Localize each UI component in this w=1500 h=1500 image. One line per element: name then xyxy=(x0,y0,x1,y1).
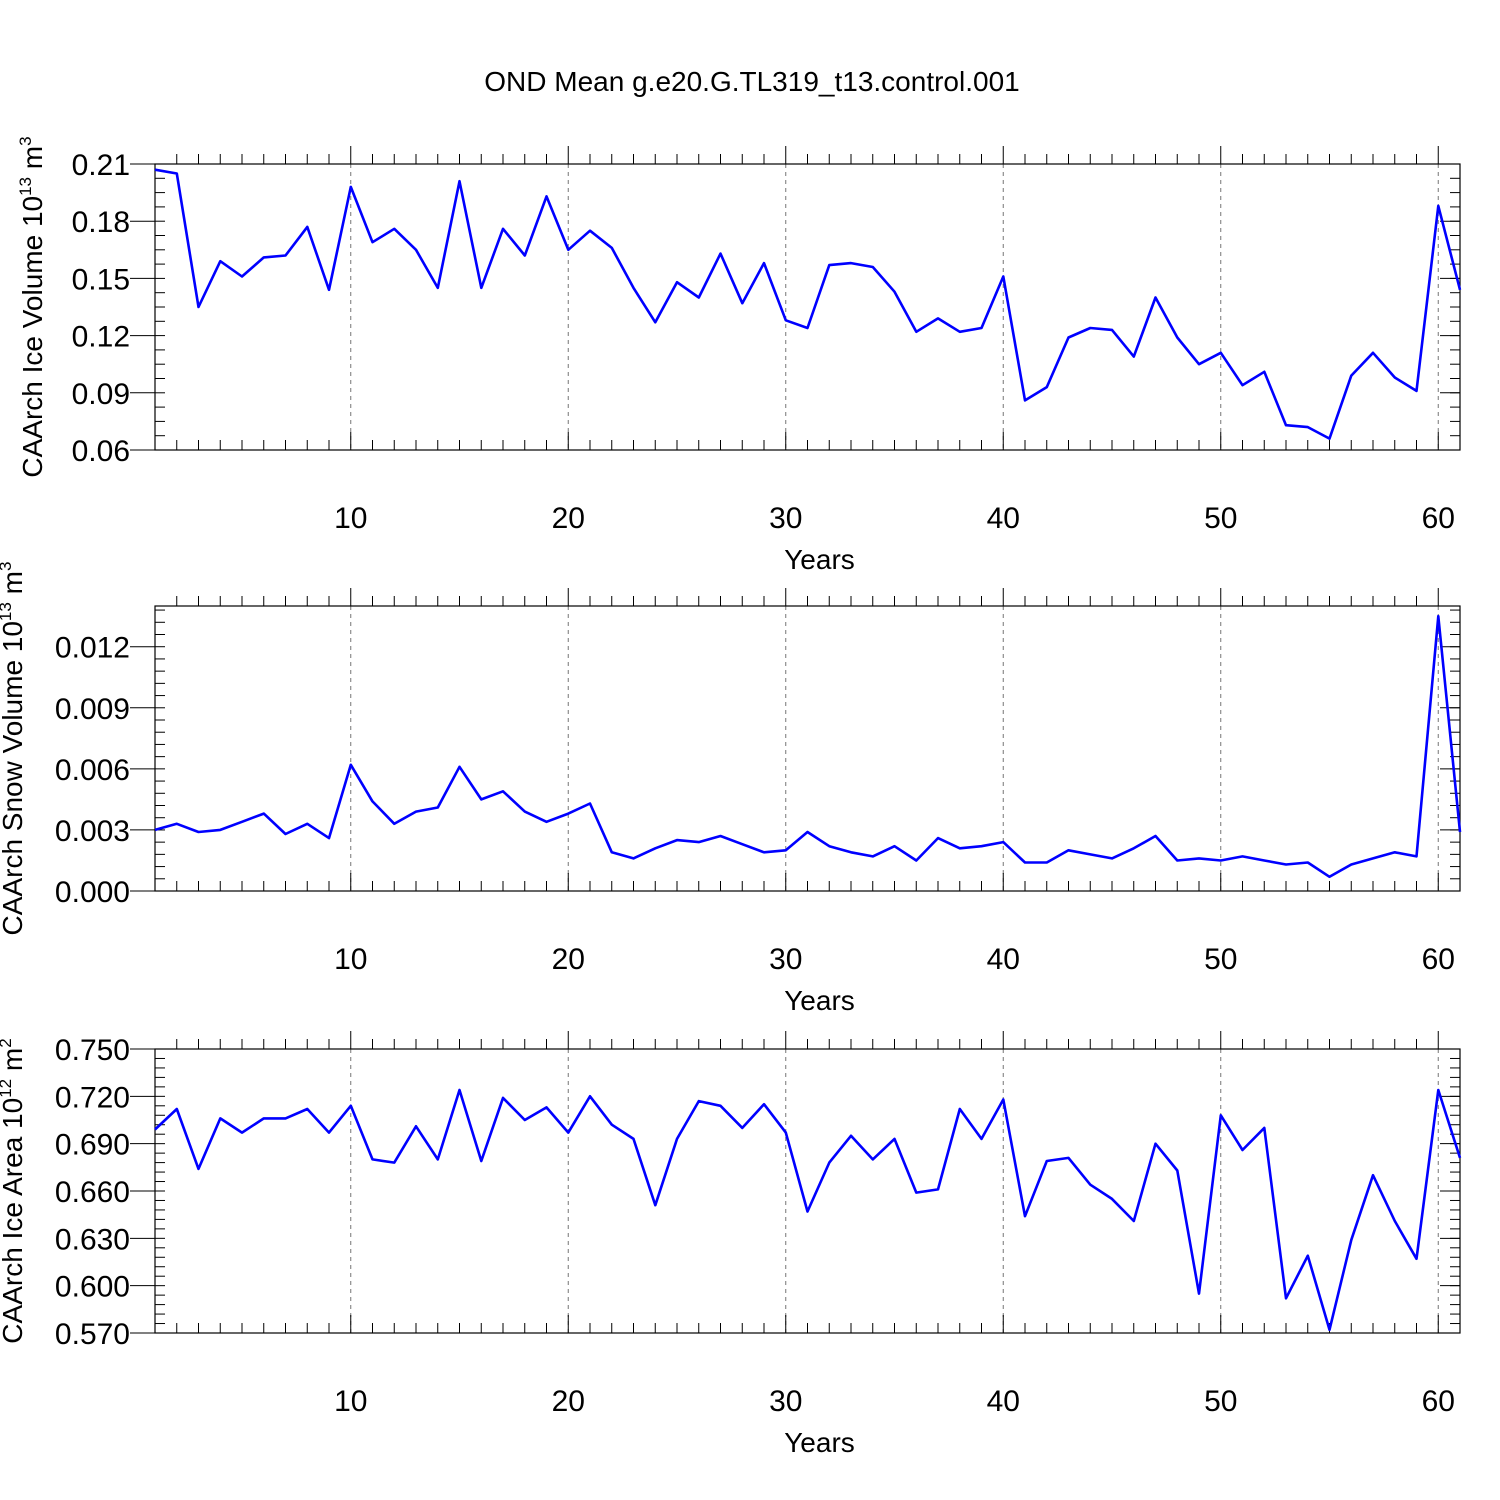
y-tick-label: 0.21 xyxy=(72,149,130,182)
x-tick-label: 50 xyxy=(1204,943,1237,976)
plot-frame xyxy=(154,605,1461,892)
x-tick-label: 30 xyxy=(769,943,802,976)
y-tick-label: 0.630 xyxy=(55,1223,130,1256)
y-axis-label-superscript: 13 xyxy=(16,177,35,196)
ice-area-series-line xyxy=(154,1088,1462,1332)
x-tick-label: 50 xyxy=(1204,502,1237,535)
y-axis-label-part: m xyxy=(0,571,28,602)
plot-frame xyxy=(154,163,1461,451)
ice-volume-panel: 10 20 30 40 50 60 Years 0.06 0.09 0.12 0.15 0.18 0.2… xyxy=(16,136,1462,575)
y-axis-label: CAArch Ice Area 1012 m2 xyxy=(0,1038,28,1343)
y-tick-label: 0.003 xyxy=(55,815,130,848)
y-tick-label: 0.18 xyxy=(72,206,130,239)
x-tick-label: 20 xyxy=(552,1385,585,1418)
y-axis-label-superscript: 13 xyxy=(0,602,15,621)
x-tick-label: 10 xyxy=(334,943,367,976)
x-tick-label: 10 xyxy=(334,1385,367,1418)
y-axis-label-part: CAArch Ice Area 10 xyxy=(0,1098,28,1344)
y-tick-label: 0.006 xyxy=(55,754,130,787)
y-tick-label: 0.720 xyxy=(55,1081,130,1114)
x-tick-label: 40 xyxy=(987,502,1020,535)
x-tick-label: 20 xyxy=(552,502,585,535)
x-tick-label: 40 xyxy=(987,1385,1020,1418)
x-axis-label: Years xyxy=(784,1427,855,1458)
ice-area-panel: 10 20 30 40 50 60 Years 0.570 0.600 0.630 0.660 0.6… xyxy=(0,1031,1462,1458)
y-tick-label: 0.660 xyxy=(55,1176,130,1209)
y-axis-label-part: m xyxy=(0,1048,28,1079)
y-tick-label: 0.009 xyxy=(55,693,130,726)
y-tick-label: 0.600 xyxy=(55,1271,130,1304)
chart-title: OND Mean g.e20.G.TL319_t13.control.001 xyxy=(484,66,1019,97)
x-tick-label: 60 xyxy=(1422,1385,1455,1418)
x-axis-label: Years xyxy=(784,544,855,575)
y-axis-label: CAArch Snow Volume 1013 m3 xyxy=(0,562,28,936)
x-tick-label: 60 xyxy=(1422,502,1455,535)
x-tick-label: 30 xyxy=(769,502,802,535)
y-tick-label: 0.000 xyxy=(55,876,130,909)
plot-frame xyxy=(154,1048,1461,1334)
ice-volume-series-line xyxy=(154,168,1462,440)
snow-volume-panel: 10 20 30 40 50 60 Years 0.000 0.003 0.006 0.009 0.0… xyxy=(0,562,1462,1016)
y-tick-label: 0.570 xyxy=(55,1318,130,1351)
y-tick-label: 0.09 xyxy=(72,378,130,411)
x-tick-label: 50 xyxy=(1204,1385,1237,1418)
x-tick-label: 20 xyxy=(552,943,585,976)
y-tick-label: 0.012 xyxy=(55,632,130,665)
y-axis-label-superscript: 12 xyxy=(0,1079,15,1098)
y-axis-label-part: CAArch Ice Volume 10 xyxy=(17,196,48,478)
y-tick-label: 0.690 xyxy=(55,1129,130,1162)
y-tick-label: 0.750 xyxy=(55,1034,130,1067)
y-axis-label-superscript: 2 xyxy=(0,1038,15,1047)
x-tick-label: 30 xyxy=(769,1385,802,1418)
y-axis-label: CAArch Ice Volume 1013 m3 xyxy=(16,136,48,477)
y-tick-label: 0.15 xyxy=(72,263,130,296)
y-axis-label-part: CAArch Snow Volume 10 xyxy=(0,621,28,935)
x-tick-label: 40 xyxy=(987,943,1020,976)
y-axis-label-superscript: 3 xyxy=(0,562,15,571)
snow-volume-series-line xyxy=(154,614,1462,879)
y-tick-label: 0.12 xyxy=(72,321,130,354)
x-tick-label: 10 xyxy=(334,502,367,535)
y-axis-label-superscript: 3 xyxy=(16,136,35,145)
y-axis-label-part: m xyxy=(17,146,48,177)
x-axis-label: Years xyxy=(784,985,855,1016)
y-tick-label: 0.06 xyxy=(72,435,130,468)
x-tick-label: 60 xyxy=(1422,943,1455,976)
